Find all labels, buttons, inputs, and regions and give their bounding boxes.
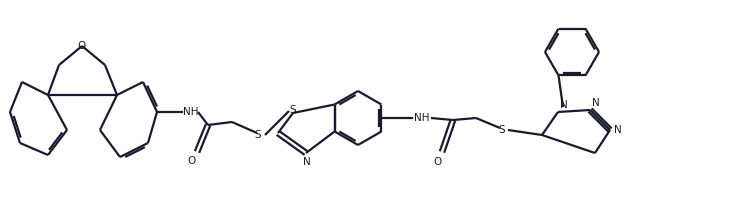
Text: NH: NH — [414, 113, 430, 123]
Text: S: S — [290, 105, 296, 115]
Text: S: S — [255, 130, 261, 140]
Text: O: O — [78, 41, 86, 51]
Text: N: N — [303, 157, 311, 167]
Text: S: S — [499, 125, 505, 135]
Text: N: N — [560, 100, 568, 110]
Text: O: O — [187, 156, 195, 166]
Text: NH: NH — [183, 107, 199, 117]
Text: N: N — [592, 98, 600, 108]
Text: N: N — [614, 125, 622, 135]
Text: O: O — [434, 157, 442, 167]
